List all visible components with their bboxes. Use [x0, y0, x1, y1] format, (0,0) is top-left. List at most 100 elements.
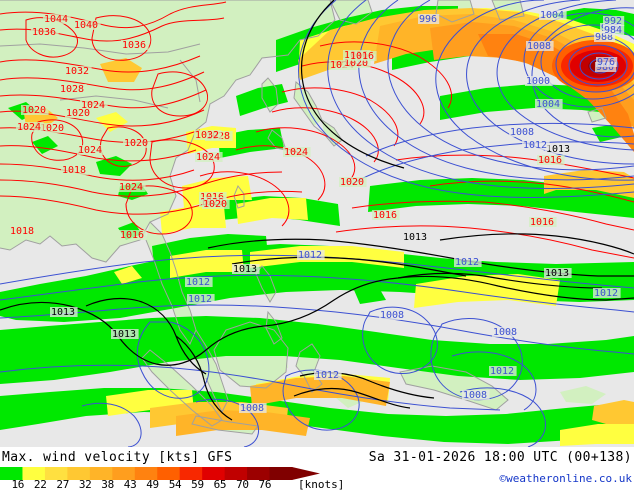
color-scale-segment [179, 467, 203, 480]
isobar-label: 1012 [455, 257, 479, 268]
isobar-label: 1016 [373, 210, 397, 221]
isobar-label: 1020 [124, 138, 148, 149]
color-scale-tick: 76 [258, 478, 272, 491]
isobar-label-halo [594, 32, 616, 42]
color-scale-segment [269, 467, 293, 480]
map-footer: Max. wind velocity [kts] GFS Sa 31-01-20… [0, 447, 634, 491]
weather-map-canvas[interactable]: 1044 1040 1036 1036 1032 1028 1024 1020 1020 1020… [0, 0, 634, 447]
isobar-label-halo [489, 366, 517, 376]
isobar-label-halo [16, 122, 44, 132]
isobar-label-halo [529, 217, 557, 227]
isobar-label: 1000 [526, 76, 550, 87]
isobar-label-halo [462, 390, 490, 400]
isobar-label: 1018 [10, 226, 34, 237]
isobar-label: 1032 [195, 130, 219, 141]
isobar-label-halo [21, 105, 49, 115]
isobar-label-halo [43, 14, 71, 24]
color-scale-segment [224, 467, 248, 480]
isobar-label-halo [339, 177, 367, 187]
color-scale-tick: 59 [191, 478, 204, 491]
wind-color-scale: 16 22 27 32 38 43 49 54 59 65 70 76 [knots] [0, 466, 344, 491]
isobar-label: 1024 [330, 60, 354, 71]
isobar-label-halo [59, 84, 87, 94]
color-scale-tick: 27 [56, 478, 70, 491]
color-scale-tick: 16 [11, 478, 25, 491]
isobar-label: 1036 [122, 40, 146, 51]
isobar-label-halo [123, 138, 151, 148]
isobar-label: 992 [604, 16, 622, 27]
isobar-label: 1024 [81, 100, 105, 111]
isobar-label-halo [509, 127, 537, 137]
isobar-label-halo [65, 108, 93, 118]
color-scale-segment [202, 467, 226, 480]
isobar-label: 1044 [44, 14, 68, 25]
isobar-label-halo [119, 230, 147, 240]
color-scale-segment [22, 467, 46, 480]
isobar-label: 1020 [203, 199, 227, 210]
isobar-label-halo [539, 10, 567, 20]
color-scale-unit-label: [knots] [298, 478, 345, 491]
isobar-label: 976 [597, 57, 615, 68]
isobar-label: 1016 [350, 51, 374, 62]
isobar-label-halo [39, 123, 67, 133]
isobar-label-halo [454, 257, 482, 267]
color-scale-ticks: 16 22 27 32 38 43 49 54 59 65 70 76 [knots] [0, 478, 344, 491]
color-scale-segment [89, 467, 113, 480]
isobar-label: 980 [596, 62, 614, 73]
isobar-label-halo [80, 100, 108, 110]
isobar-label: 1008 [380, 310, 404, 321]
isobar-label: 1016 [120, 230, 144, 241]
isobar-label-halo [329, 60, 357, 70]
isobar-label: 1013 [51, 307, 75, 318]
isobar-label: 1040 [74, 20, 98, 31]
isobar-label: 1020 [340, 177, 364, 188]
isobar-label-halo [61, 165, 89, 175]
isobar-label-halo [593, 288, 621, 298]
isobar-label: 1020 [22, 105, 46, 116]
isobar-label-halo [522, 140, 550, 150]
isobar-label-halo [372, 210, 400, 220]
isobar-label: 1012 [186, 277, 210, 288]
isobar-label-halo [194, 130, 222, 140]
isobar-label: 1013 [112, 329, 136, 340]
isobar-label-halo [50, 307, 78, 317]
isobar-label: 1018 [62, 165, 86, 176]
isobar-label: 1008 [510, 127, 534, 138]
color-scale-tick: 43 [123, 478, 137, 491]
isobar-label-halo [379, 310, 407, 320]
forecast-timestamp: Sa 31-01-2026 18:00 UTC (00+138) [368, 450, 632, 465]
isobar-label: 996 [419, 14, 437, 25]
isobar-label-halo [232, 264, 260, 274]
isobar-label: 1012 [594, 288, 618, 299]
isobar-label-halo [185, 277, 213, 287]
isobar-label: 1012 [298, 250, 322, 261]
isobar-label: 1004 [536, 99, 560, 110]
isobar-label: 1013 [545, 268, 569, 279]
color-scale-segment [67, 467, 91, 480]
color-scale-tick: 54 [168, 478, 182, 491]
isobar-label: 1012 [315, 370, 339, 381]
isobar-label: 1008 [463, 390, 487, 401]
isobar-label: 1028 [60, 84, 84, 95]
color-scale-tick: 38 [101, 478, 114, 491]
color-scale-segment [0, 467, 23, 480]
color-scale-segment [44, 467, 68, 480]
isobar-label-halo [9, 226, 37, 236]
isobar-label-halo [64, 66, 92, 76]
isobar-label-halo [418, 14, 440, 24]
color-scale-segment [134, 467, 158, 480]
color-scale-segment [157, 467, 181, 480]
isobar-label-halo [525, 76, 553, 86]
isobar-label-halo [297, 250, 325, 260]
isobar-label-halo [187, 294, 215, 304]
isobar-label: 1012 [490, 366, 514, 377]
coastline-layer [0, 0, 607, 435]
isobar-label: 1013 [233, 264, 257, 275]
isobar-label-halo [31, 27, 59, 37]
color-scale-segment [247, 467, 271, 480]
isobar-label: 1008 [240, 403, 264, 414]
isobar-label-halo [402, 232, 430, 242]
color-scale-tick: 65 [213, 478, 227, 491]
